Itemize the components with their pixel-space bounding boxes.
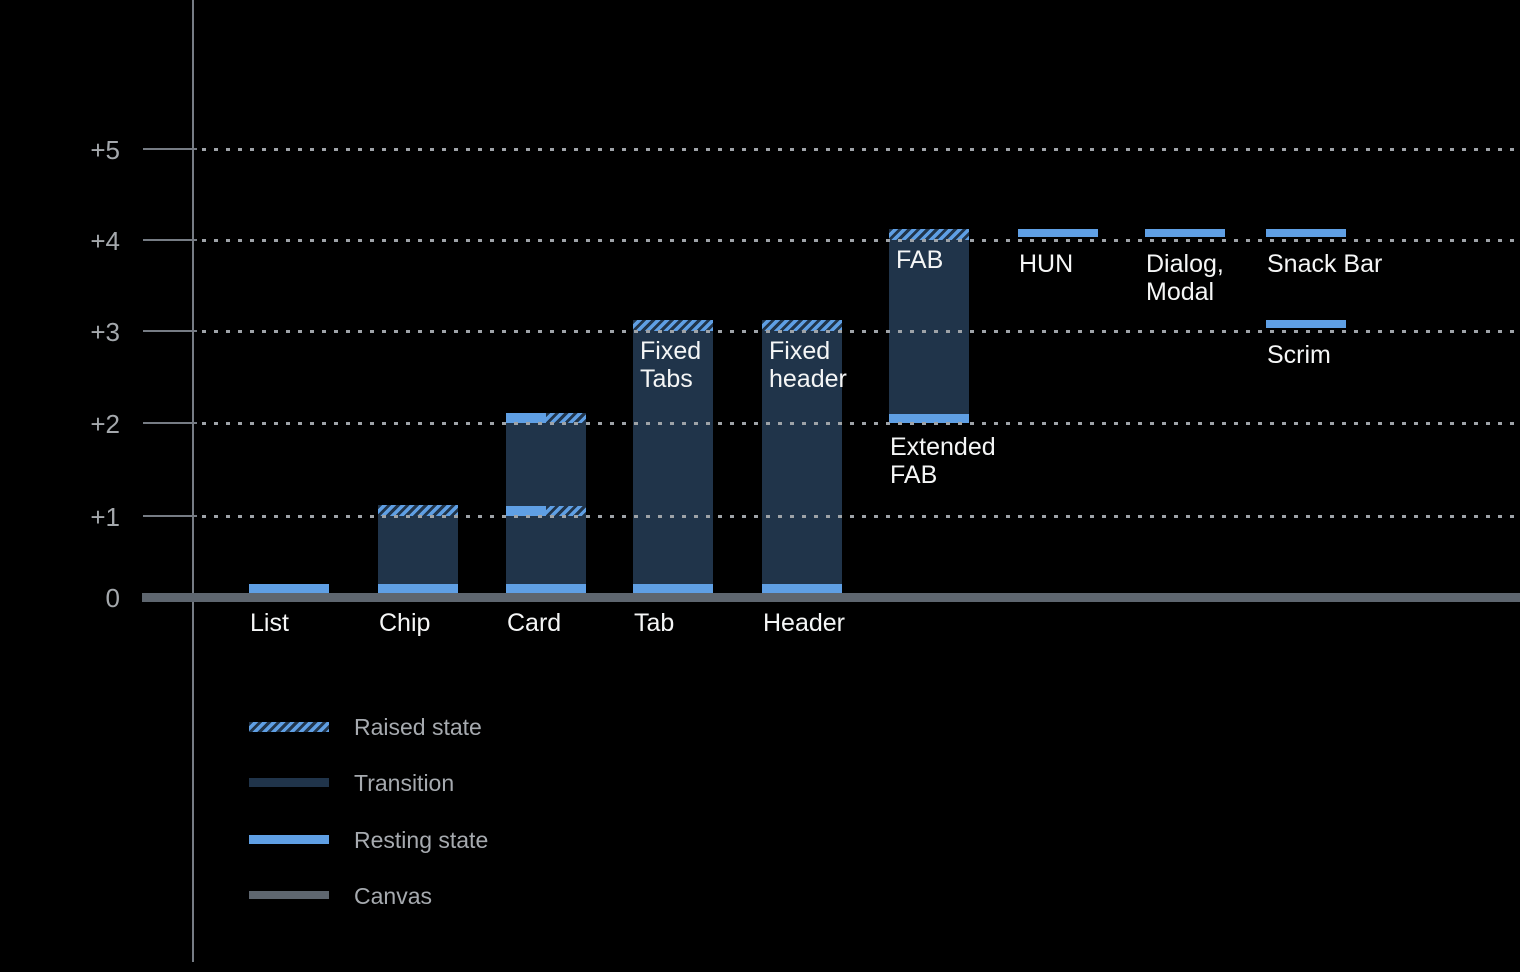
gridline-tick: [143, 330, 197, 332]
gridline-tick: [143, 515, 197, 517]
y-axis-label: 0: [105, 583, 120, 613]
canvas-line: [142, 593, 1520, 602]
gridline-dotted: [202, 422, 1520, 425]
y-axis-label: +3: [90, 317, 120, 347]
bar-segment-resting-header: [762, 584, 842, 593]
bar-segment-raised-card: [546, 413, 586, 423]
bar-segment-raised-card: [546, 506, 586, 516]
bar-segment-resting-snack-bar: [1266, 229, 1346, 237]
y-axis-label: +4: [90, 226, 120, 256]
legend-swatch-canvas: [249, 891, 329, 899]
legend-swatch-transition: [249, 778, 329, 787]
bar-segment-resting-chip: [378, 584, 458, 593]
gridline-dotted: [202, 239, 1520, 242]
gridline-tick: [143, 148, 197, 150]
x-axis-label-tab: Tab: [634, 609, 675, 637]
legend-label-raised-state: Raised state: [354, 714, 482, 740]
gridline-tick: [143, 239, 197, 241]
legend-swatch-resting-state: [249, 835, 329, 844]
bar-segment-resting-fab: [889, 414, 969, 423]
bar-segment-resting-card: [506, 584, 586, 593]
bar-segment-transition-tab: [633, 331, 713, 593]
legend-label-resting-state: Resting state: [354, 827, 489, 853]
bar-inner-label-header: header: [769, 365, 847, 393]
gridline-tick: [143, 422, 197, 424]
gridline-dotted: [202, 148, 1520, 151]
x-axis-label-list: List: [250, 609, 289, 637]
component-label-scrim: Scrim: [1267, 341, 1331, 369]
bar-segment-resting-card: [506, 413, 546, 423]
bar-segment-transition-header: [762, 331, 842, 593]
legend-label-transition: Transition: [354, 770, 455, 796]
bar-segment-raised-tab: [633, 320, 713, 331]
bar-segment-resting-list: [249, 584, 329, 593]
bar-inner-label-tab: Tabs: [640, 365, 693, 393]
component-label-hun: HUN: [1019, 250, 1074, 278]
legend-label-canvas: Canvas: [354, 883, 432, 909]
bar-inner-label-fab: FAB: [896, 246, 944, 274]
component-label-snack-bar: Snack Bar: [1267, 250, 1383, 278]
bar-segment-resting-card: [506, 506, 546, 516]
y-axis-label: +2: [90, 409, 120, 439]
x-axis-label-card: Card: [507, 609, 562, 637]
component-label-dialog-modal: Dialog,: [1146, 250, 1224, 278]
bar-inner-label-tab: Fixed: [640, 337, 702, 365]
bar-inner-label-header: Fixed: [769, 337, 831, 365]
bar-segment-resting-scrim: [1266, 320, 1346, 328]
component-label-fab: Extended: [890, 433, 996, 461]
bar-segment-raised-header: [762, 320, 842, 331]
y-axis-label: +1: [90, 502, 120, 532]
bar-segment-resting-hun: [1018, 229, 1098, 237]
y-axis-line: [192, 0, 194, 962]
component-label-fab: FAB: [890, 461, 938, 489]
bar-segment-resting-dialog-modal: [1145, 229, 1225, 237]
x-axis-label-chip: Chip: [379, 609, 431, 637]
bar-segment-resting-tab: [633, 584, 713, 593]
bar-segment-raised-fab: [889, 229, 969, 240]
x-axis-label-header: Header: [763, 609, 845, 637]
gridline-dotted: [202, 515, 1520, 518]
bar-segment-raised-chip: [378, 505, 458, 516]
y-axis-label: +5: [90, 135, 120, 165]
bar-segment-transition-chip: [378, 516, 458, 593]
legend-swatch-raised-state: [249, 722, 329, 732]
gridline-dotted: [202, 330, 1520, 333]
component-label-dialog-modal: Modal: [1146, 278, 1215, 306]
